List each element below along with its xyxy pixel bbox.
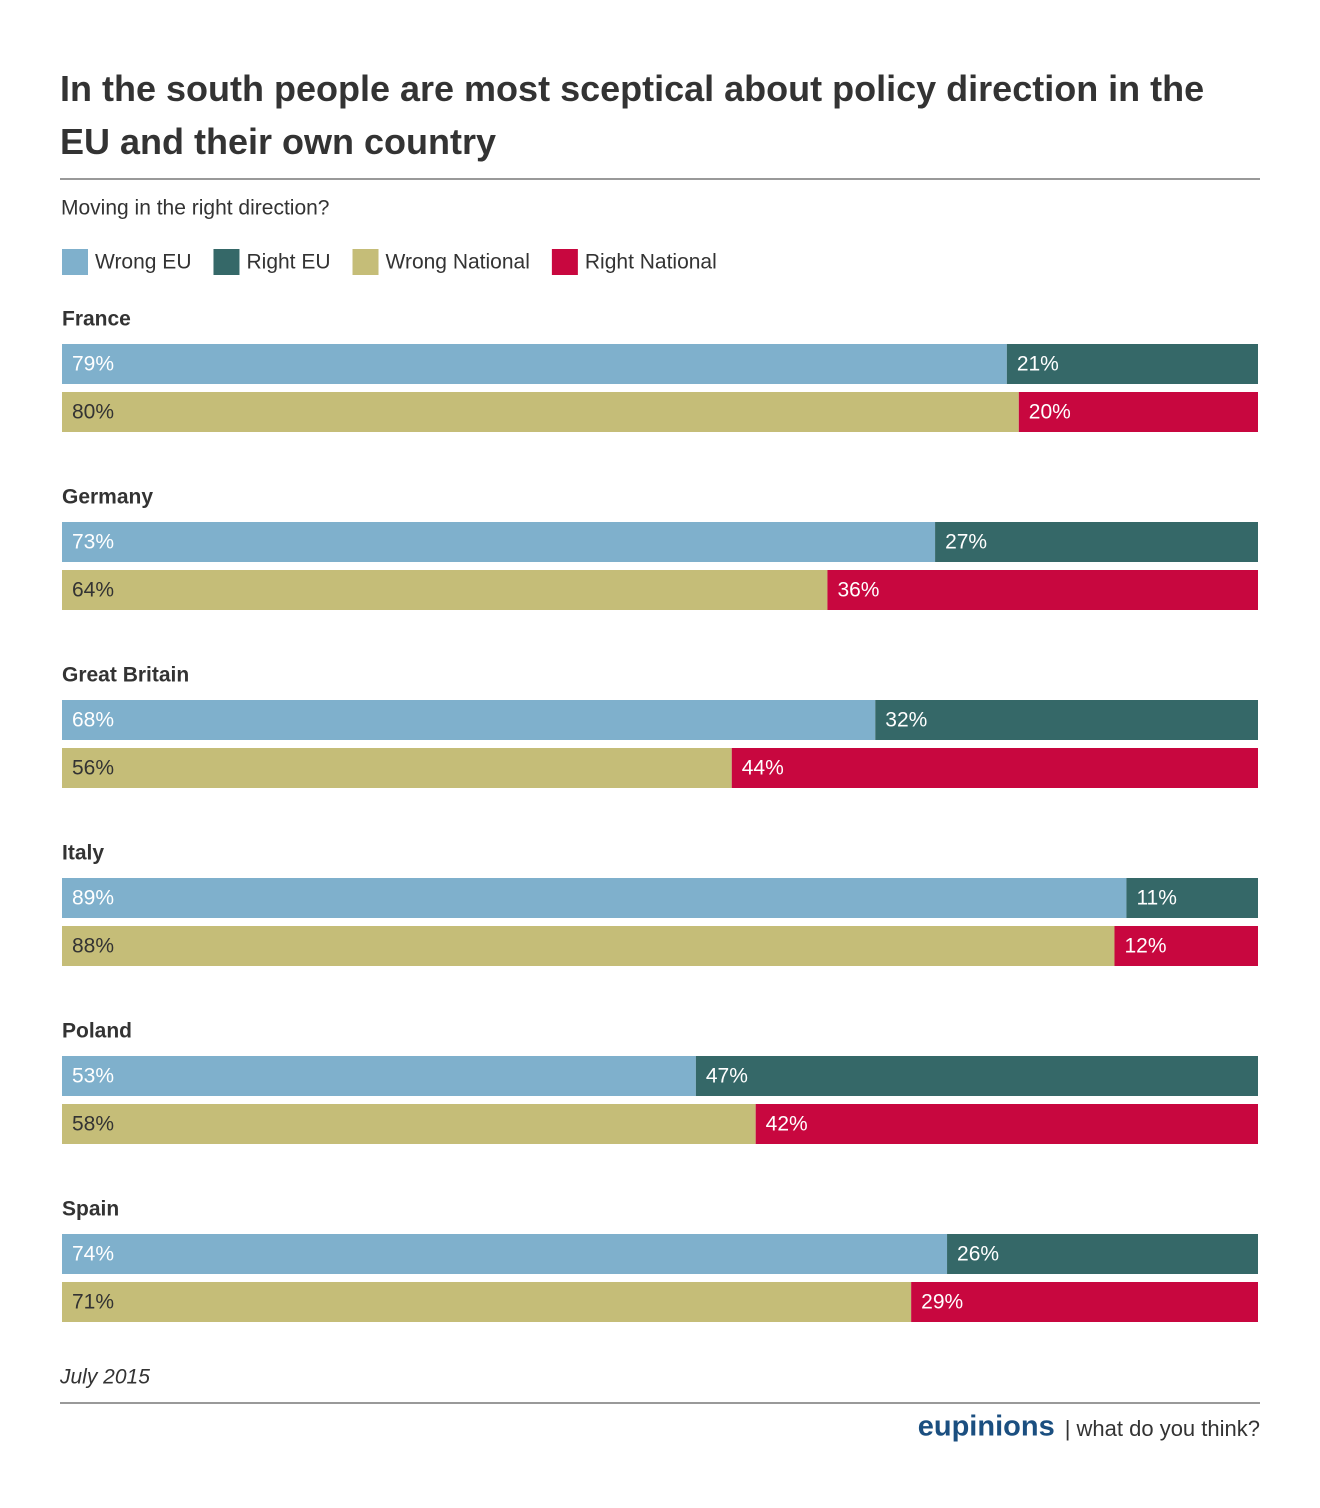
bar-segment [62,1104,756,1144]
legend-label: Right EU [246,251,330,274]
legend-swatch [213,249,240,275]
bar-segment [1006,344,1258,384]
data-label: 71% [72,1291,114,1314]
note: July 2015 [59,1366,150,1389]
data-label: 74% [72,1243,114,1266]
bar-segment [62,522,936,562]
bar-segment [911,1282,1258,1322]
data-label: 32% [885,709,927,732]
category-label: Germany [62,486,153,509]
bar-segment [62,926,1115,966]
legend-label: Wrong National [386,251,530,274]
bar-segment [875,700,1258,740]
data-label: 64% [72,579,114,602]
data-label: 44% [742,757,784,780]
bar-segment [935,522,1258,562]
data-label: 58% [72,1113,114,1136]
category-label: Great Britain [62,664,189,687]
bar-segment [62,1056,696,1096]
bar-segment [62,1234,948,1274]
subtitle: Moving in the right direction? [61,197,329,220]
bar-segment [62,344,1007,384]
legend-swatch [352,249,379,275]
data-label: 42% [766,1113,808,1136]
legend-swatch [551,249,578,275]
data-label: 47% [706,1065,748,1088]
data-label: 73% [72,531,114,554]
legend-label: Right National [585,251,717,274]
data-label: 11% [1136,887,1176,910]
bar-segment [695,1056,1258,1096]
category-label: France [62,308,131,331]
category-label: Spain [62,1198,119,1221]
bar-segment [827,570,1258,610]
data-label: 79% [72,353,114,376]
data-label: 29% [921,1291,963,1314]
bar-segment [731,748,1258,788]
bar-segment [62,748,732,788]
data-label: 27% [945,531,987,554]
bar-segment [62,392,1019,432]
data-label: 12% [1124,935,1166,958]
data-label: 26% [957,1243,999,1266]
data-label: 68% [72,709,114,732]
data-label: 36% [837,579,879,602]
category-label: Italy [62,842,104,865]
bar-segment [755,1104,1258,1144]
tagline: | what do you think? [1065,1416,1260,1441]
bar-segment [947,1234,1258,1274]
bar-segment [1114,926,1258,966]
bar-segment [1018,392,1258,432]
bar-segment [1126,878,1258,918]
bar-segment [62,1282,912,1322]
bar-segment [62,700,876,740]
data-label: 53% [72,1065,114,1088]
data-label: 21% [1017,353,1059,376]
chart-title: In the south people are most sceptical a… [60,68,1205,162]
bar-segment [62,570,828,610]
legend-swatch [62,249,88,275]
legend-label: Wrong EU [95,251,191,274]
brand: eupinions [918,1411,1055,1443]
category-label: Poland [62,1020,132,1043]
bar-segment [62,878,1127,918]
data-label: 89% [72,887,114,910]
data-label: 20% [1029,401,1071,424]
data-label: 80% [72,401,114,424]
data-label: 56% [72,757,114,780]
data-label: 88% [72,935,114,958]
